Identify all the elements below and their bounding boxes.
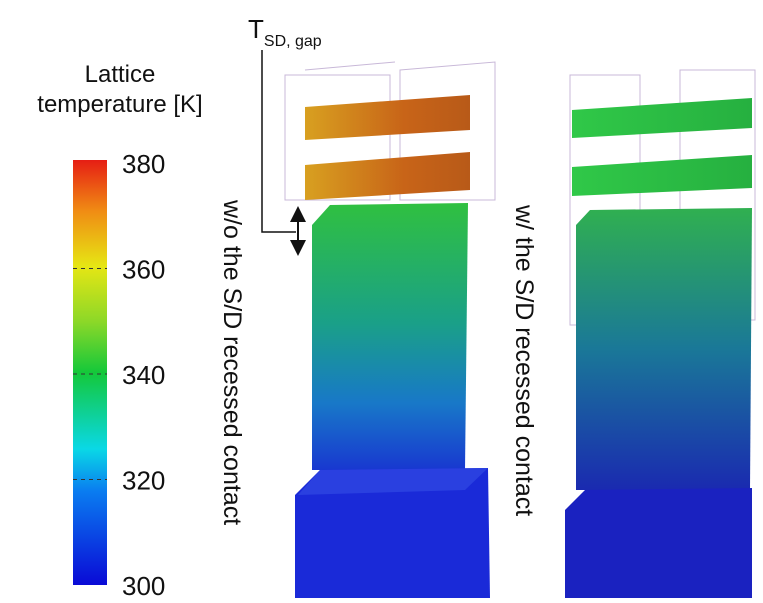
nanosheet [572,155,752,196]
tick-label: 380 [122,149,165,179]
tick-label: 340 [122,360,165,390]
tick-label: 320 [122,466,165,496]
fin [576,208,752,490]
colorbar-gradient [73,160,107,585]
panel-label: w/ the S/D recessed contact [510,204,538,516]
nanosheet [305,95,470,140]
device-right [565,70,755,598]
colorbar-title: Lattice [85,61,156,88]
gap-label: TSD, gap [248,14,322,50]
panel-label: w/o the S/D recessed contact [218,199,246,525]
nanosheet [572,98,752,138]
base [565,488,752,598]
nanosheet [305,152,470,200]
gap-symbol: T [248,14,264,44]
gap-subscript: SD, gap [264,33,322,50]
device-left [285,62,495,598]
colorbar: Lattice temperature [K] 300 320 340 360 380 [37,61,202,601]
colorbar-title: temperature [K] [37,91,202,118]
tick-label: 360 [122,255,165,285]
tick-label: 300 [122,571,165,601]
fin [312,203,468,470]
figure: Lattice temperature [K] 300320340360380 … [0,0,763,603]
